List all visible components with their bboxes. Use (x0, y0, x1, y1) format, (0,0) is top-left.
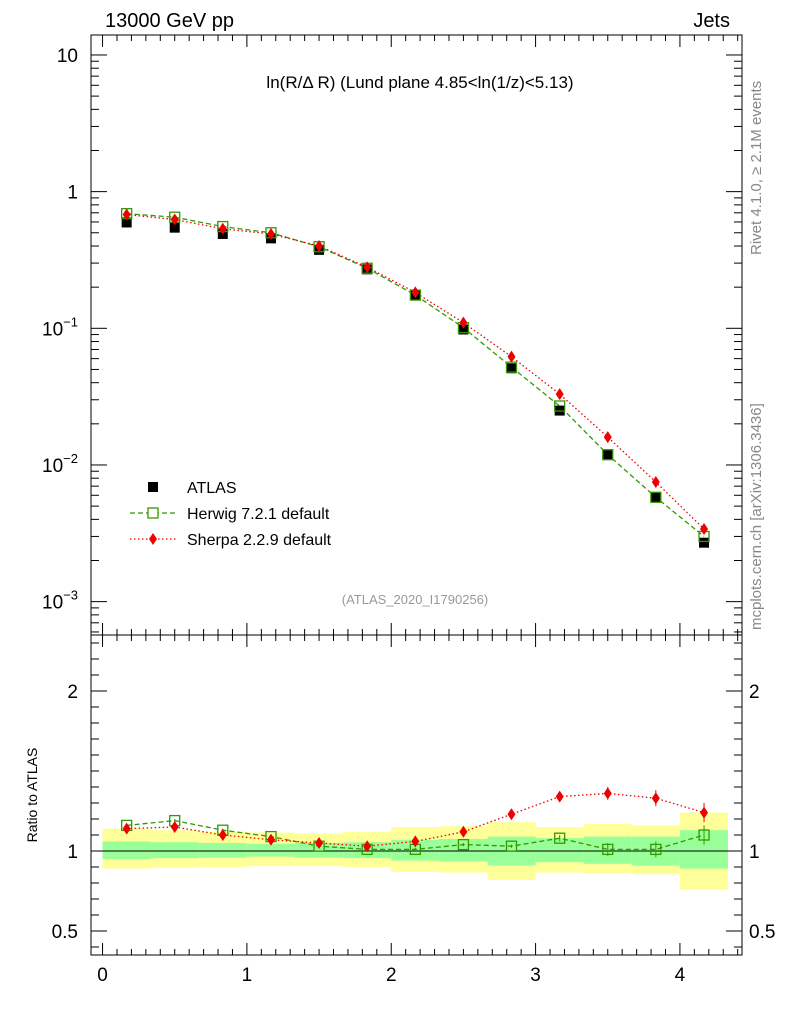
sherpa-ratio-point (122, 822, 131, 835)
main-ticks (91, 35, 742, 635)
sherpa-point (700, 523, 709, 536)
sherpa-point (651, 476, 660, 489)
y-tick-label: 1 (67, 183, 78, 204)
ratio-y-tick-label: 1 (67, 842, 78, 863)
sherpa-point (363, 261, 372, 274)
uncertainty-band-green (294, 843, 344, 858)
sherpa-point (170, 213, 179, 226)
sherpa-point (603, 431, 612, 444)
sherpa-ratio-point (651, 792, 660, 805)
sherpa-point (122, 208, 131, 221)
sherpa-ratio-point (315, 837, 324, 849)
sherpa-ratio-point (700, 806, 709, 819)
uncertainty-band-green (535, 838, 584, 863)
sherpa-ratio-point (555, 790, 564, 803)
atlas-point (699, 537, 710, 548)
ratio-series (121, 787, 710, 858)
sherpa-ratio-point (459, 825, 468, 838)
x-tick-label: 1 (242, 965, 253, 986)
sherpa-point (315, 240, 324, 253)
y-tick-label: 10−1 (42, 314, 78, 340)
x-tick-label: 3 (530, 965, 541, 986)
sherpa-ratio-point (507, 808, 516, 821)
y-tick-label: 10 (57, 46, 78, 67)
main-series (121, 208, 710, 548)
uncertainty-band-green (246, 843, 295, 857)
herwig-point (650, 491, 662, 503)
analysis-label: (ATLAS_2020_I1790256) (342, 592, 488, 607)
herwig-ratio-point (554, 832, 566, 844)
atlas-point (506, 363, 517, 374)
sherpa-ratio-point (218, 829, 227, 841)
sherpa-point (218, 222, 227, 235)
legend-atlas-label: ATLAS (187, 480, 237, 497)
legend-herwig-label: Herwig 7.2.1 default (187, 506, 330, 523)
atlas-point (650, 492, 661, 503)
main-title: ln(R/Δ R) (Lund plane 4.85<ln(1/z)<5.13) (266, 73, 573, 92)
atlas-point (169, 222, 180, 233)
ratio-ticks (91, 635, 742, 955)
sherpa-point (411, 286, 420, 299)
energy-label: 13000 GeV pp (105, 10, 234, 32)
legend-herwig-marker (147, 507, 159, 519)
ratio-ylabel: Ratio to ATLAS (24, 748, 40, 843)
process-label: Jets (693, 10, 730, 32)
atlas-point (458, 324, 469, 335)
sherpa-ratio-point (603, 787, 612, 800)
ratio-y-tick-label-right: 2 (749, 682, 760, 703)
sherpa-point (555, 388, 564, 401)
atlas-point (602, 450, 613, 461)
herwig-ratio-point (602, 843, 614, 856)
x-tick-label: 0 (97, 965, 108, 986)
legend-sherpa-marker (149, 533, 157, 545)
herwig-ratio-point (650, 843, 662, 856)
legend-entry-atlas: ATLAS (148, 480, 237, 497)
sherpa-ratio-point (411, 835, 420, 848)
herwig-ratio-point (457, 838, 470, 851)
legend-atlas-marker (148, 482, 158, 492)
legend-entry-sherpa: Sherpa 2.2.9 default (130, 532, 332, 549)
ratio-frame (90, 634, 743, 956)
legend-sherpa-label: Sherpa 2.2.9 default (187, 532, 332, 549)
ratio-panel: 0.5 0.5 1 1 2 2 0 1 2 3 4 Ratio to ATLAS (24, 634, 776, 986)
legend-entry-herwig: Herwig 7.2.1 default (130, 506, 330, 523)
site-label: mcplots.cern.ch [arXiv:1306.3436] (748, 403, 765, 630)
sherpa-ratio-point (363, 840, 372, 853)
uncertainty-band-green (198, 843, 247, 858)
herwig-ratio-point (505, 840, 518, 852)
x-tick-label: 4 (675, 965, 686, 986)
y-tick-label: 10−2 (42, 451, 78, 477)
ratio-y-tick-label: 2 (67, 682, 78, 703)
ratio-y-tick-label-right: 1 (749, 842, 760, 863)
sherpa-point (507, 350, 516, 363)
sherpa-ratio-point (266, 833, 275, 846)
ratio-y-tick-label-right: 0.5 (749, 922, 775, 943)
ratio-ylabels: 0.5 0.5 1 1 2 2 (52, 682, 776, 943)
uncertainty-band-green (102, 841, 151, 859)
sherpa-point (459, 316, 468, 329)
ratio-xlabels: 0 1 2 3 4 (97, 965, 685, 986)
ratio-y-tick-label: 0.5 (52, 922, 78, 943)
main-ylabels: 10 1 10−1 10−2 10−3 (42, 46, 78, 614)
sherpa-ratio-point (170, 821, 179, 833)
atlas-point (121, 217, 132, 228)
herwig-ratio-point (698, 829, 710, 841)
y-tick-label: 10−3 (42, 588, 78, 614)
uncertainty-band-green (150, 842, 199, 859)
sherpa-point (266, 227, 275, 240)
herwig-point (602, 448, 614, 461)
rivet-label: Rivet 4.1.0, ≥ 2.1M events (748, 81, 765, 255)
legend: ATLAS Herwig 7.2.1 default Sherpa 2.2.9 … (130, 480, 332, 549)
main-panel: ln(R/Δ R) (Lund plane 4.85<ln(1/z)<5.13)… (42, 34, 743, 636)
herwig-point (554, 400, 566, 412)
x-tick-label: 2 (386, 965, 397, 986)
